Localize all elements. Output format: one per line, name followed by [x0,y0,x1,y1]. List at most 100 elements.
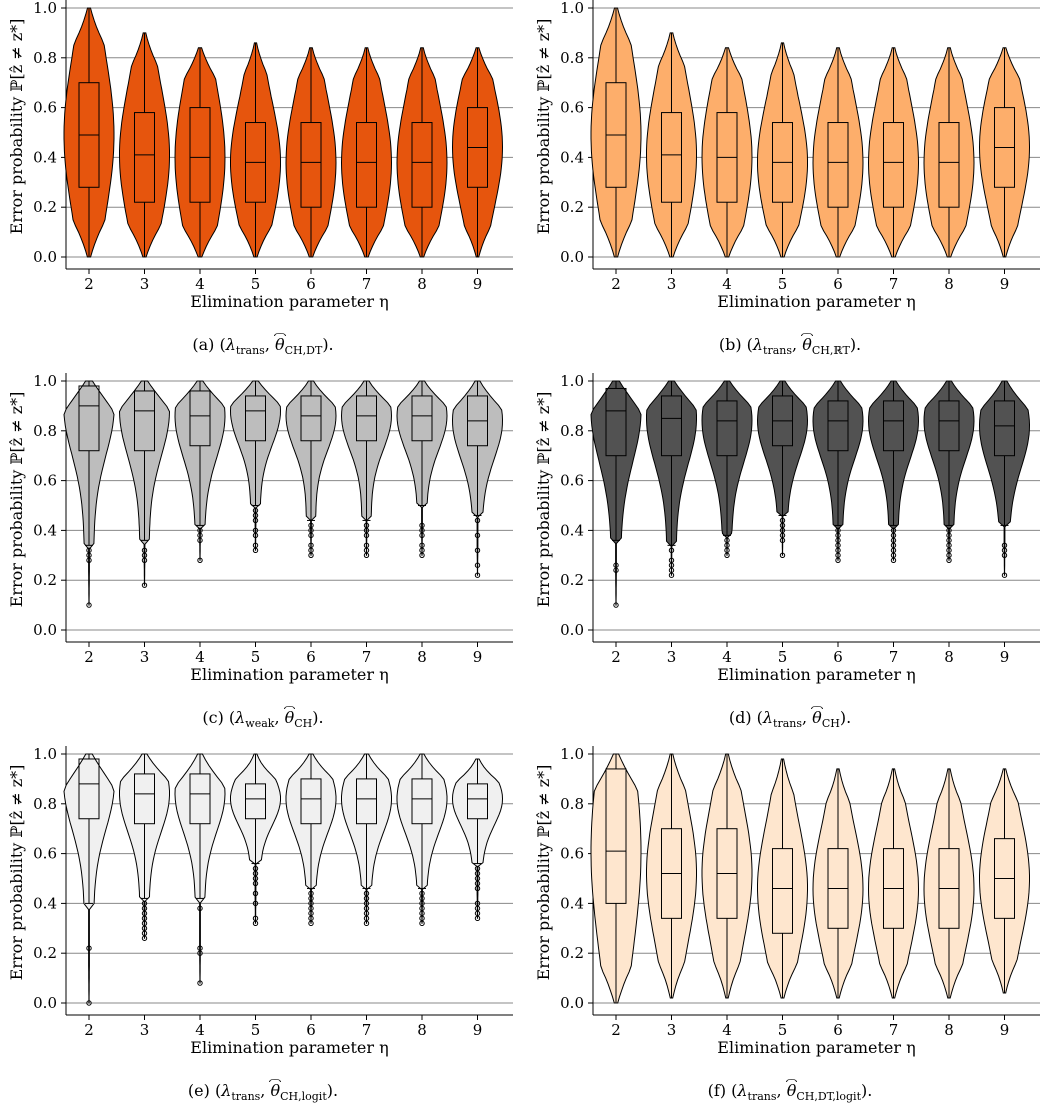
violin-body [646,32,697,258]
caption-theta: θ [284,708,295,727]
caption-lambda: λ [737,1081,748,1100]
outlier-point [419,895,425,902]
outlier-point [1001,572,1008,578]
violin-7 [867,768,920,999]
violin-body [867,47,920,258]
outlier-point [890,547,897,554]
violin-2 [63,7,115,258]
outlier-point [474,915,481,922]
iqr-box [467,783,488,820]
outlier-point [1001,552,1008,559]
iqr-box [605,387,627,457]
violin-8 [923,47,975,258]
violin-8 [396,47,448,258]
y-tick-label: 0.0 [33,621,57,639]
outlier-point [1001,542,1008,549]
y-tick-label: 0.8 [33,422,57,440]
outlier-point [252,865,259,872]
outlier-point [141,930,148,936]
outlier-point [197,527,203,534]
outlier-point [363,552,370,559]
outlier-point [141,900,148,907]
outlier-point [724,552,730,559]
outlier-point [724,547,730,554]
outlier-point [197,537,203,544]
x-tick-label: 3 [140,648,150,666]
outlier-point [252,517,259,524]
x-tick-label: 5 [778,1021,788,1039]
iqr-box [883,122,904,208]
violin-2 [63,380,115,608]
outlier-point [779,522,786,529]
iqr-box [189,773,211,825]
outlier-point [363,895,370,902]
outlier-point [363,527,370,534]
outlier-point [308,547,314,554]
y-tick-label: 0.4 [560,148,584,166]
outlier-point [419,547,425,554]
iqr-box [78,758,100,820]
outlier-point [252,880,259,887]
outlier-point [419,900,425,907]
outlier-point [946,542,952,549]
x-tick-label: 7 [889,275,899,293]
x-tick-label: 9 [1000,648,1010,666]
iqr-box [245,395,266,442]
outlier-point [86,552,92,559]
caption-end: ). [861,1081,873,1100]
outlier-point [474,547,481,554]
violin-2 [590,753,642,1004]
caption-sep: , [274,708,285,727]
x-tick-label: 2 [611,1021,621,1039]
y-tick-label: 0.8 [33,795,57,813]
violin-5 [230,42,281,258]
outlier-point [308,522,314,529]
outlier-point [946,527,952,534]
outlier-point [419,532,425,539]
x-tick-label: 8 [944,1021,954,1039]
violin-5 [230,753,281,927]
caption-theta: θ [270,1081,281,1100]
x-tick-label: 8 [944,275,954,293]
outlier-point [363,890,370,897]
y-tick-label: 0.2 [33,198,57,216]
violin-7 [867,47,920,258]
outlier-point [474,900,481,907]
outlier-point [363,910,370,917]
x-tick-label: 4 [722,1021,732,1039]
outlier-point [474,875,481,882]
caption-theta: θ [802,335,812,354]
outlier-point [474,517,481,524]
outlier-point [141,935,148,941]
outlier-point [668,557,675,563]
x-tick-label: 5 [251,648,261,666]
x-tick-label: 9 [1000,275,1010,293]
x-tick-label: 7 [362,1021,372,1039]
violin-2 [590,380,642,608]
y-tick-label: 0.0 [560,621,584,639]
outlier-point [835,527,841,534]
outlier-point [779,537,786,544]
y-tick-label: 0.8 [560,422,584,440]
iqr-box [189,107,211,203]
caption-theta-sub: CH,ℝT [811,344,850,358]
y-tick-label: 1.0 [33,745,57,763]
y-tick-label: 0.4 [560,894,584,912]
outlier-point [835,557,841,563]
iqr-box [300,778,322,825]
y-tick-label: 0.2 [560,571,584,589]
violin-body [979,768,1030,994]
iqr-box [134,390,155,452]
x-tick-label: 2 [84,275,94,293]
outlier-point [197,557,203,563]
violin-3 [646,753,697,999]
outlier-point [308,552,314,559]
outlier-point [613,562,619,568]
x-tick-label: 3 [140,1021,150,1039]
iqr-box [356,395,377,442]
violin-4 [174,753,226,986]
x-tick-label: 4 [722,275,732,293]
caption-sep: , [264,335,275,354]
outlier-point [668,567,675,573]
y-tick-label: 0.4 [33,148,57,166]
